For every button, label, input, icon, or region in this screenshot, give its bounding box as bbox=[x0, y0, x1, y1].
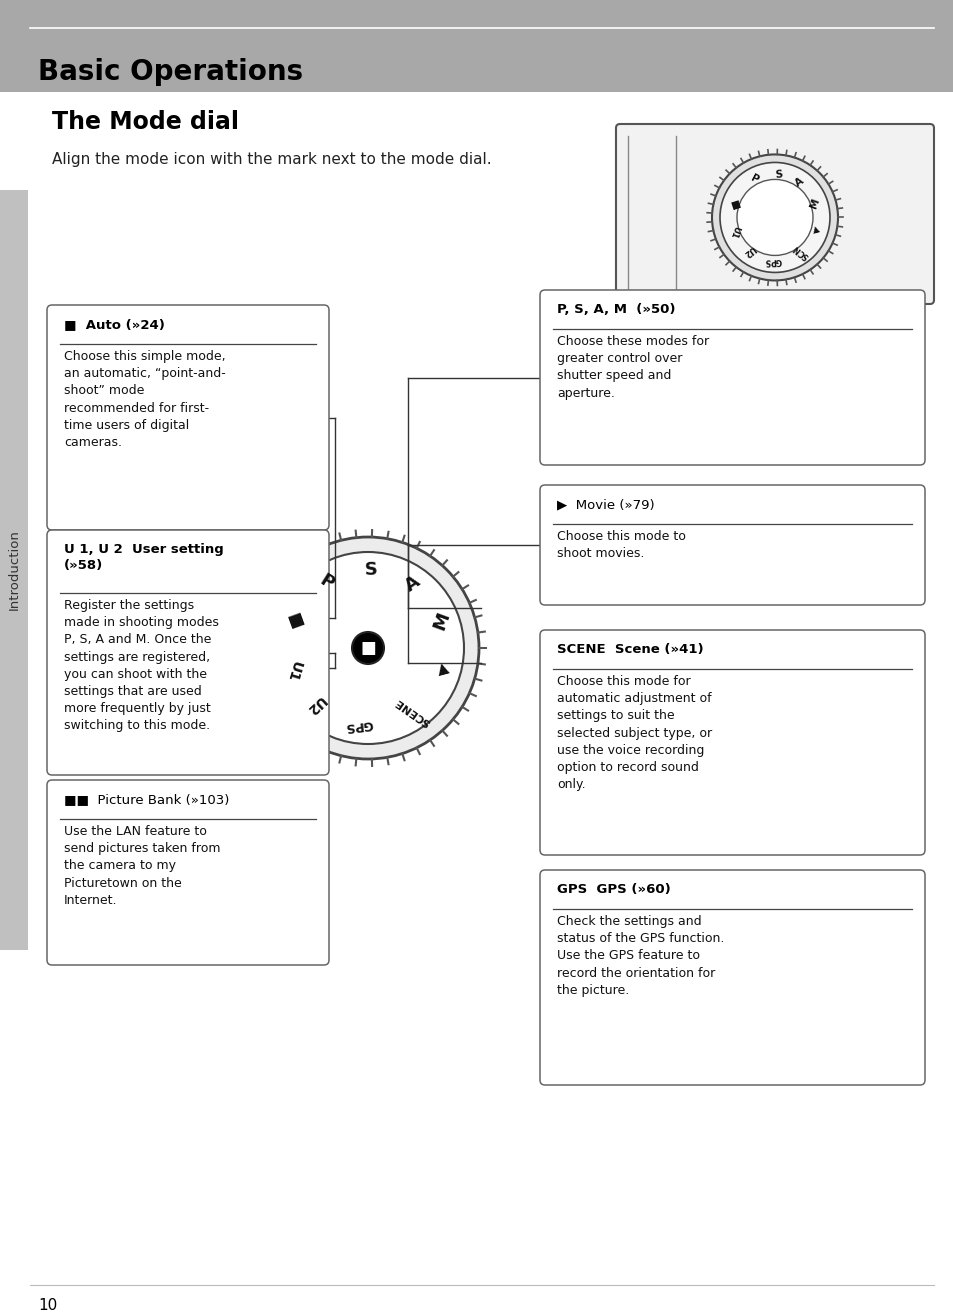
FancyBboxPatch shape bbox=[616, 124, 933, 304]
Text: P: P bbox=[748, 173, 760, 185]
Text: U 1, U 2  User setting
(»58): U 1, U 2 User setting (»58) bbox=[64, 543, 224, 573]
Circle shape bbox=[272, 552, 463, 744]
Text: GPS: GPS bbox=[343, 717, 373, 733]
Text: A: A bbox=[401, 573, 423, 595]
Text: U2: U2 bbox=[740, 244, 756, 259]
Text: Use the LAN feature to
send pictures taken from
the camera to my
Picturetown on : Use the LAN feature to send pictures tak… bbox=[64, 825, 220, 907]
Text: M: M bbox=[808, 196, 821, 209]
Text: U1: U1 bbox=[283, 658, 303, 683]
Text: U2: U2 bbox=[302, 692, 327, 717]
Text: 10: 10 bbox=[38, 1298, 57, 1313]
Text: Choose this mode to
shoot movies.: Choose this mode to shoot movies. bbox=[557, 530, 685, 560]
Text: ■: ■ bbox=[359, 639, 375, 657]
Text: Check the settings and
status of the GPS function.
Use the GPS feature to
record: Check the settings and status of the GPS… bbox=[557, 915, 723, 997]
FancyBboxPatch shape bbox=[47, 530, 329, 775]
Text: U1: U1 bbox=[727, 225, 740, 239]
Text: ▶: ▶ bbox=[435, 661, 452, 675]
Text: Choose these modes for
greater control over
shutter speed and
aperture.: Choose these modes for greater control o… bbox=[557, 335, 708, 399]
Text: SCENE  Scene (»41): SCENE Scene (»41) bbox=[557, 643, 703, 656]
Text: S: S bbox=[363, 561, 377, 579]
Circle shape bbox=[711, 155, 837, 280]
Text: Choose this simple mode,
an automatic, “point-and-
shoot” mode
recommended for f: Choose this simple mode, an automatic, “… bbox=[64, 350, 226, 449]
Text: Introduction: Introduction bbox=[8, 530, 20, 611]
Bar bbox=[0, 191, 28, 950]
Text: The Mode dial: The Mode dial bbox=[52, 110, 239, 134]
Circle shape bbox=[720, 163, 829, 272]
Text: Basic Operations: Basic Operations bbox=[38, 58, 303, 85]
Text: GPS  GPS (»60): GPS GPS (»60) bbox=[557, 883, 670, 896]
Text: Register the settings
made in shooting modes
P, S, A and M. Once the
settings ar: Register the settings made in shooting m… bbox=[64, 599, 218, 732]
Text: A: A bbox=[793, 176, 805, 189]
Text: ■: ■ bbox=[283, 611, 306, 632]
Circle shape bbox=[256, 537, 478, 759]
Text: SCN: SCN bbox=[791, 242, 810, 260]
Text: ▶  Movie (»79): ▶ Movie (»79) bbox=[557, 498, 654, 511]
FancyBboxPatch shape bbox=[539, 485, 924, 604]
FancyBboxPatch shape bbox=[539, 290, 924, 465]
Text: ■  Auto (»24): ■ Auto (»24) bbox=[64, 318, 165, 331]
Text: GPS: GPS bbox=[764, 256, 781, 265]
FancyBboxPatch shape bbox=[539, 629, 924, 855]
Text: S: S bbox=[774, 170, 782, 180]
Text: ■■  Picture Bank (»103): ■■ Picture Bank (»103) bbox=[64, 794, 229, 805]
Text: P, S, A, M  (»50): P, S, A, M (»50) bbox=[557, 304, 675, 315]
FancyBboxPatch shape bbox=[47, 305, 329, 530]
Text: SCENE: SCENE bbox=[393, 696, 432, 728]
Bar bbox=[0, 0, 953, 92]
Text: ■: ■ bbox=[727, 198, 740, 210]
Text: P: P bbox=[316, 570, 336, 593]
Text: M: M bbox=[430, 610, 453, 633]
Text: Align the mode icon with the mark next to the mode dial.: Align the mode icon with the mark next t… bbox=[52, 152, 491, 167]
Circle shape bbox=[352, 632, 384, 664]
FancyBboxPatch shape bbox=[539, 870, 924, 1085]
Circle shape bbox=[737, 180, 812, 255]
Text: ▶: ▶ bbox=[810, 225, 821, 233]
FancyBboxPatch shape bbox=[47, 781, 329, 964]
Text: Choose this mode for
automatic adjustment of
settings to suit the
selected subje: Choose this mode for automatic adjustmen… bbox=[557, 675, 711, 791]
